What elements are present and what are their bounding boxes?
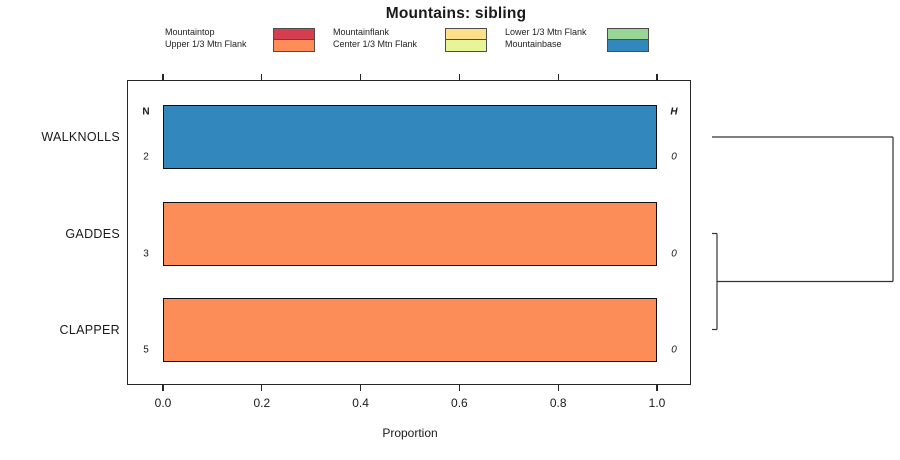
n-value: 5	[143, 344, 149, 355]
bar-segment	[163, 105, 657, 169]
x-tick-label: 0.8	[549, 396, 567, 410]
legend-swatch	[273, 39, 315, 52]
legend-label: Center 1/3 Mtn Flank	[333, 39, 418, 50]
x-tick-label: 0.0	[154, 396, 172, 410]
x-tick-top	[162, 74, 164, 80]
h-column-header: H	[670, 106, 678, 118]
bar-segment	[163, 297, 657, 362]
x-tick-label: 1.0	[648, 396, 666, 410]
h-value: 0	[671, 344, 677, 355]
x-tick	[656, 385, 658, 391]
legend-label: Mountainbase	[505, 39, 562, 50]
x-tick	[557, 385, 559, 391]
legend-label: Mountainflank	[333, 26, 390, 37]
y-axis-label: CLAPPER	[59, 322, 120, 337]
x-tick-label: 0.4	[352, 396, 369, 410]
x-tick-label: 0.6	[451, 396, 468, 410]
h-value: 0	[671, 151, 677, 163]
x-tick-top	[261, 74, 263, 80]
x-tick	[458, 385, 461, 391]
y-axis-label: GADDES	[65, 226, 120, 241]
x-tick	[162, 385, 164, 391]
n-value: 2	[143, 151, 149, 163]
legend-label: Mountaintop	[165, 26, 215, 37]
legend-swatch	[445, 39, 487, 52]
legend-swatch	[607, 39, 649, 52]
x-tick-label: 0.2	[253, 396, 271, 410]
h-value: 0	[671, 248, 677, 259]
chart-title: Mountains: sibling	[385, 5, 527, 22]
legend-label: Lower 1/3 Mtn Flank	[505, 26, 587, 37]
bar-segment	[163, 201, 657, 266]
x-tick-top	[557, 74, 559, 80]
x-tick-top	[359, 74, 362, 80]
n-column-header: N	[142, 106, 150, 118]
legend-label: Upper 1/3 Mtn Flank	[165, 39, 247, 50]
x-tick	[261, 385, 263, 391]
x-tick-top	[656, 74, 658, 80]
x-tick	[359, 385, 362, 391]
x-tick-top	[458, 74, 461, 80]
n-value: 3	[143, 248, 149, 259]
x-axis-label: Proportion	[382, 426, 438, 440]
y-axis-label: WALKNOLLS	[41, 130, 120, 144]
